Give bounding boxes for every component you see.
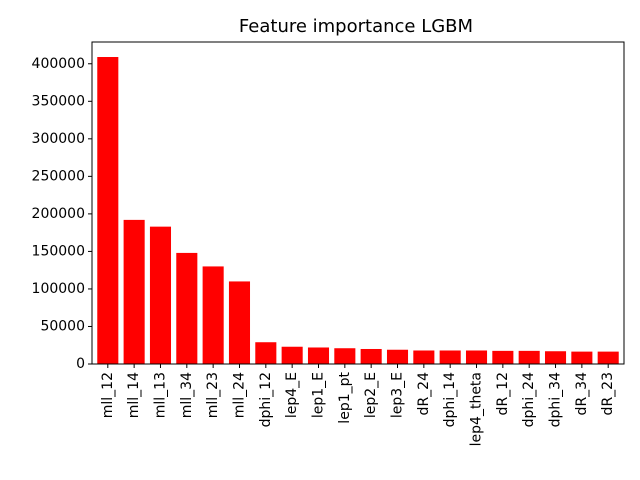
- plot-frame: [91, 41, 625, 365]
- x-tick-label: dR_23: [600, 372, 616, 415]
- y-tick-label: 350000: [32, 93, 85, 109]
- x-tick-label: mll_34: [179, 372, 195, 418]
- x-tick-label: lep4_E: [284, 372, 300, 418]
- bar-lep3_E: [386, 349, 409, 364]
- bar-dR_23: [597, 351, 619, 364]
- bar-dphi_24: [518, 350, 540, 364]
- bar-lep2_E: [360, 348, 382, 364]
- bar-dphi_12: [255, 342, 277, 364]
- bar-lep4_E: [281, 346, 303, 364]
- x-tick-label: mll_13: [152, 372, 168, 418]
- bar-dphi_14: [439, 350, 461, 364]
- x-tick-label: dR_24: [416, 372, 432, 416]
- y-tick-label: 400000: [32, 56, 85, 72]
- x-tick-label: mll_14: [126, 372, 142, 418]
- x-tick-label: mll_23: [205, 372, 221, 418]
- x-axis: mll_12 mll_14 mll_13 mll_34 mll_23 mll_24 dphi…: [100, 364, 616, 446]
- y-tick-label: 50000: [40, 318, 85, 334]
- bars-group: [97, 57, 619, 364]
- bar-dR_12: [492, 350, 514, 364]
- bar-mll_12: [97, 57, 119, 364]
- bar-dR_34: [571, 351, 593, 364]
- bar-mll_14: [123, 219, 145, 364]
- chart-title: Feature importance LGBM: [239, 16, 473, 37]
- x-tick-label: mll_12: [100, 372, 116, 418]
- bar-mll_24: [228, 281, 251, 364]
- y-tick-label: 250000: [32, 168, 85, 184]
- y-tick-label: 150000: [32, 243, 85, 259]
- x-tick-label: dphi_14: [442, 372, 458, 427]
- y-tick-label: 300000: [32, 131, 85, 147]
- x-tick-label: lep1_pt: [337, 372, 353, 424]
- x-tick-label: dR_12: [495, 372, 511, 415]
- x-tick-label: mll_24: [231, 372, 247, 418]
- bar-mll_34: [176, 252, 198, 364]
- x-tick-label: dphi_24: [521, 372, 537, 427]
- y-tick-label: 200000: [32, 206, 85, 222]
- bar-lep1_E: [307, 347, 330, 364]
- x-tick-label: lep4_theta: [469, 372, 485, 446]
- x-tick-label: dR_34: [574, 372, 590, 416]
- y-axis: 0 50000 100000 150000 200000 250000 300000 3500…: [32, 56, 92, 372]
- bar-dR_24: [413, 350, 435, 364]
- x-tick-label: dphi_12: [258, 372, 274, 427]
- bar-mll_23: [202, 266, 224, 364]
- bar-mll_13: [149, 226, 172, 364]
- bar-dphi_34: [544, 351, 567, 364]
- y-tick-label: 0: [76, 356, 85, 372]
- x-tick-label: lep3_E: [390, 372, 406, 418]
- y-tick-label: 100000: [32, 281, 85, 297]
- x-tick-label: lep2_E: [363, 372, 379, 418]
- x-tick-label: dphi_34: [548, 372, 564, 427]
- x-tick-label: lep1_E: [310, 372, 326, 418]
- bar-lep4_theta: [465, 350, 488, 364]
- bar-lep1_pt: [334, 348, 356, 364]
